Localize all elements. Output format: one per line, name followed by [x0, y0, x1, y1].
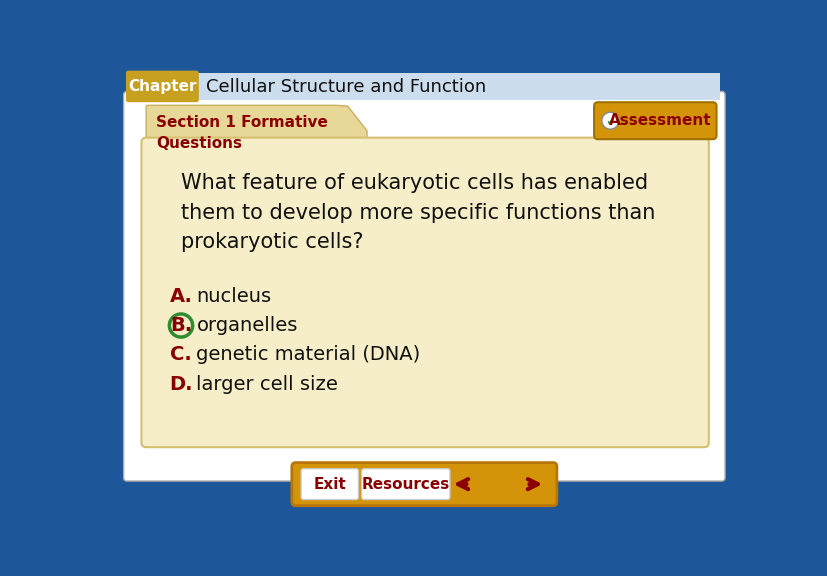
FancyBboxPatch shape — [291, 463, 557, 506]
FancyBboxPatch shape — [361, 469, 449, 499]
Text: larger cell size: larger cell size — [196, 374, 338, 393]
Polygon shape — [146, 105, 366, 188]
Text: A.: A. — [170, 287, 192, 306]
Text: Resources: Resources — [361, 477, 449, 492]
Text: D.: D. — [169, 374, 193, 393]
Text: Chapter: Chapter — [128, 79, 197, 94]
Text: ✓: ✓ — [605, 115, 614, 128]
Text: organelles: organelles — [196, 316, 298, 335]
FancyBboxPatch shape — [301, 469, 358, 499]
Text: C.: C. — [170, 345, 192, 364]
FancyBboxPatch shape — [196, 73, 719, 100]
FancyBboxPatch shape — [593, 102, 715, 139]
Text: Cellular Structure and Function: Cellular Structure and Function — [206, 78, 485, 96]
Text: What feature of eukaryotic cells has enabled
them to develop more specific funct: What feature of eukaryotic cells has ena… — [181, 173, 655, 252]
FancyBboxPatch shape — [123, 92, 724, 481]
Text: Section 1 Formative
Questions: Section 1 Formative Questions — [156, 115, 327, 151]
Circle shape — [601, 112, 618, 129]
FancyBboxPatch shape — [141, 138, 708, 447]
Text: Exit: Exit — [313, 477, 346, 492]
Text: Assessment: Assessment — [608, 113, 710, 128]
Text: nucleus: nucleus — [196, 287, 271, 306]
Text: B.: B. — [170, 316, 192, 335]
FancyBboxPatch shape — [126, 71, 198, 102]
Text: genetic material (DNA): genetic material (DNA) — [196, 345, 420, 364]
